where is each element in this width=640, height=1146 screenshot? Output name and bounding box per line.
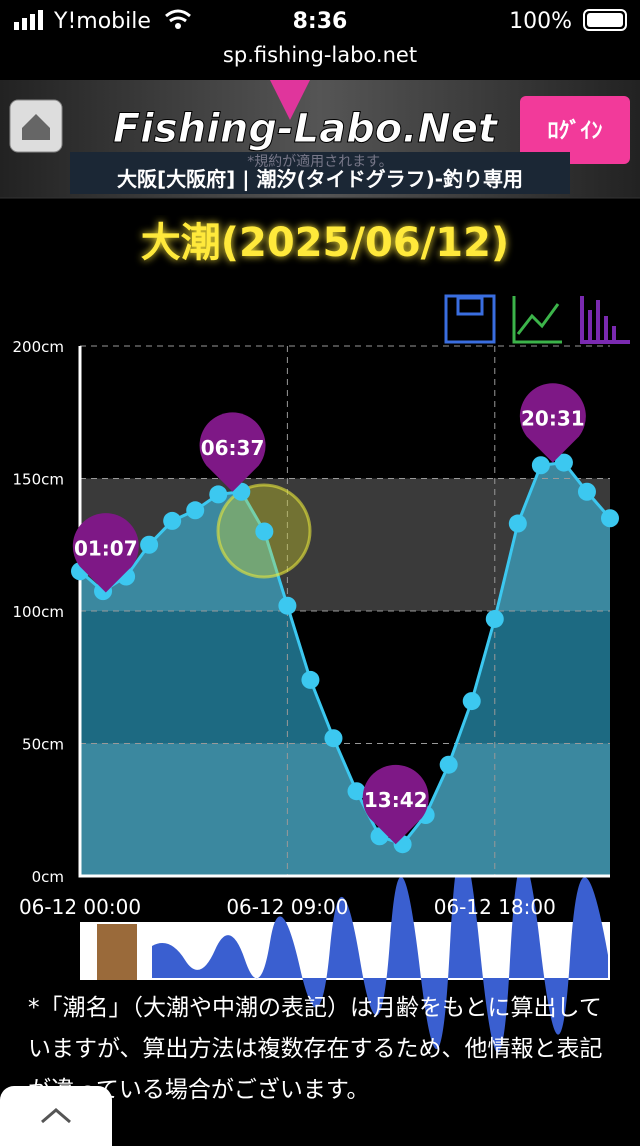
- battery-text: 100%: [509, 9, 572, 34]
- y-tick-label: 200cm: [13, 338, 65, 356]
- pin-label: 20:31: [521, 407, 585, 431]
- toolbar-tab[interactable]: [0, 1086, 112, 1146]
- pin-label: 01:07: [74, 536, 138, 560]
- line-icon[interactable]: [512, 296, 562, 344]
- notice: *規約が適用されます。: [247, 153, 393, 170]
- signal-icon: [14, 10, 43, 30]
- home-icon: [22, 114, 50, 140]
- data-point: [577, 482, 596, 501]
- save-icon[interactable]: [444, 294, 496, 344]
- data-point: [462, 692, 481, 711]
- logo: Fishing-Labo.Net: [113, 106, 499, 152]
- tide-pin: [362, 764, 429, 845]
- pin-label: 13:42: [364, 788, 428, 812]
- tide-pin: [199, 412, 266, 492]
- url: sp.fishing-labo.net: [223, 43, 417, 67]
- chevron: [41, 1108, 71, 1124]
- clock: 8:36: [293, 9, 348, 34]
- tide-chart: 0cm 50cm 100cm 150cm 200cm 06-12 00:00 06-12 0…: [13, 338, 619, 919]
- area-fill-mid: [80, 611, 610, 744]
- data-point: [278, 596, 297, 615]
- data-point: [508, 514, 527, 533]
- x-tick-label: 06-12 09:00: [226, 895, 348, 919]
- data-point: [601, 509, 619, 528]
- carrier: Y!mobile: [53, 9, 151, 34]
- battery-level: [587, 13, 623, 27]
- page-title: 大潮(2025/06/12): [141, 220, 509, 266]
- data-point: [186, 501, 205, 520]
- bar-icon[interactable]: [580, 296, 630, 344]
- data-point: [324, 729, 343, 748]
- axis-line: [78, 346, 610, 878]
- navigator-wave: [152, 848, 608, 1053]
- footnote: *「潮名」（大潮や中潮の表記）は月齢をもとに算出していますが、算出方法は複数存在…: [28, 995, 603, 1103]
- location-bar: [70, 152, 570, 194]
- wifi-dot: [175, 23, 181, 29]
- header-art: [270, 80, 310, 120]
- data-point: [439, 755, 458, 774]
- data-point: [140, 535, 159, 554]
- battery-icon: [583, 9, 627, 31]
- data-point: [301, 670, 320, 689]
- data-point: [347, 782, 366, 801]
- location: 大阪[大阪府] | 潮汐(タイドグラフ)-釣り専用: [117, 167, 523, 191]
- wifi-icon: [165, 9, 191, 23]
- data-point: [255, 522, 274, 541]
- data-point: [531, 456, 550, 475]
- navigator-window[interactable]: [97, 924, 137, 980]
- y-tick-label: 50cm: [22, 736, 64, 754]
- data-point: [163, 511, 182, 530]
- login-label: ﾛｸﾞｲﾝ: [547, 118, 602, 144]
- pin-label: 06:37: [201, 436, 265, 460]
- data-point: [554, 453, 573, 472]
- save-icon-part: [456, 296, 484, 316]
- y-tick-label: 0cm: [32, 868, 64, 886]
- data-point: [209, 485, 228, 504]
- y-tick-label: 100cm: [13, 603, 65, 621]
- x-tick-label: 06-12 00:00: [19, 895, 141, 919]
- data-point: [485, 609, 504, 628]
- login-button[interactable]: [520, 96, 630, 164]
- tide-pin: [519, 383, 586, 463]
- x-tick-label: 06-12 18:00: [434, 895, 556, 919]
- y-tick-label: 150cm: [13, 471, 65, 489]
- tide-pin: [72, 513, 139, 593]
